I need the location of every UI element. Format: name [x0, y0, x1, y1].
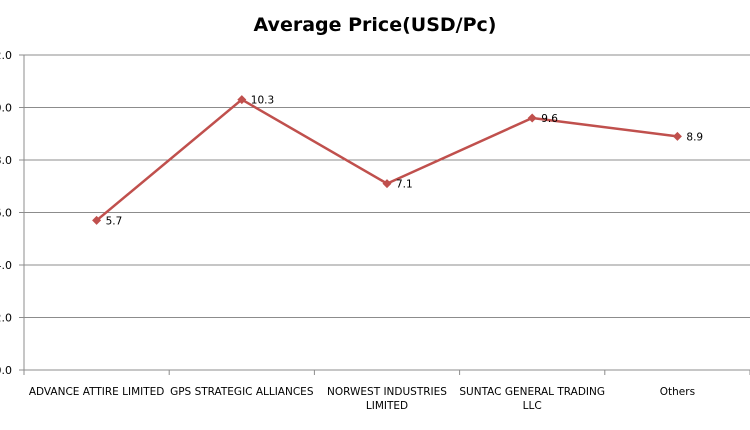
- data-point-marker: [237, 95, 247, 105]
- x-category-label: LIMITED: [366, 400, 408, 412]
- x-category-label: LLC: [523, 400, 542, 412]
- y-tick-label: 6.0: [0, 207, 12, 220]
- data-label: 5.7: [106, 215, 123, 227]
- data-point-marker: [92, 215, 102, 225]
- data-label: 7.1: [396, 179, 413, 191]
- data-label: 9.6: [541, 113, 558, 125]
- data-point-marker: [382, 179, 392, 189]
- y-tick-label: 12.0: [0, 49, 12, 62]
- y-tick-label: 8.0: [0, 154, 12, 167]
- x-category-label: SUNTAC GENERAL TRADING: [459, 386, 605, 398]
- x-category-label: NORWEST INDUSTRIES: [327, 386, 447, 398]
- y-tick-label: 10.0: [0, 102, 12, 115]
- y-tick-label: 4.0: [0, 259, 12, 272]
- x-category-label: Others: [660, 386, 695, 398]
- data-label: 10.3: [251, 95, 274, 107]
- x-category-label: GPS STRATEGIC ALLIANCES: [170, 386, 314, 398]
- chart-title: Average Price(USD/Pc): [253, 14, 497, 36]
- y-tick-label: 0.0: [0, 364, 12, 377]
- y-tick-label: 2.0: [0, 312, 12, 325]
- data-label: 8.9: [686, 131, 703, 143]
- x-category-label: ADVANCE ATTIRE LIMITED: [29, 386, 165, 398]
- data-point-marker: [672, 131, 682, 141]
- data-point-marker: [527, 113, 537, 123]
